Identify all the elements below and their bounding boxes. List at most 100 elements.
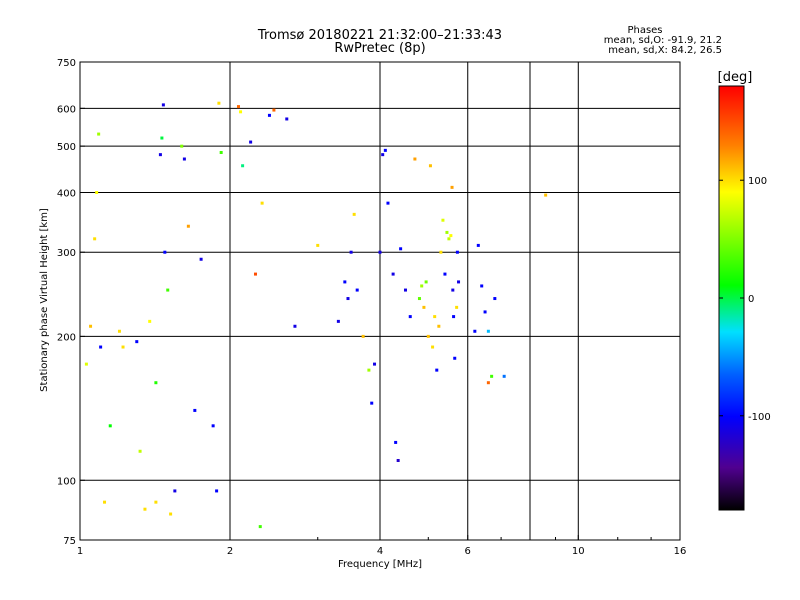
data-point bbox=[336, 319, 340, 323]
data-point bbox=[219, 150, 223, 154]
data-point bbox=[490, 374, 494, 378]
x-axis-label: Frequency [MHz] bbox=[338, 559, 422, 570]
data-point bbox=[452, 315, 456, 319]
data-point bbox=[89, 324, 93, 328]
data-point bbox=[260, 201, 264, 205]
colorbar-label: [deg] bbox=[718, 70, 753, 85]
data-point bbox=[160, 136, 164, 140]
y-tick-label: 100 bbox=[57, 476, 76, 487]
data-point bbox=[143, 507, 147, 511]
data-point bbox=[449, 234, 453, 238]
data-point bbox=[493, 297, 497, 301]
data-point bbox=[154, 381, 158, 385]
data-point bbox=[211, 424, 215, 428]
data-point bbox=[431, 345, 435, 349]
data-point bbox=[108, 424, 112, 428]
data-point bbox=[439, 250, 443, 254]
data-point bbox=[215, 489, 219, 493]
legend-title: Phases bbox=[627, 25, 662, 36]
x-tick-label: 1 bbox=[77, 546, 83, 557]
data-point bbox=[95, 190, 99, 194]
data-point bbox=[285, 117, 289, 121]
data-point bbox=[163, 250, 167, 254]
data-point bbox=[180, 144, 184, 148]
data-point bbox=[450, 185, 454, 189]
data-point bbox=[121, 345, 125, 349]
data-point bbox=[394, 440, 398, 444]
chart-title: Tromsø 20180221 21:32:00–21:33:43 bbox=[257, 28, 502, 43]
data-point bbox=[272, 108, 276, 112]
data-point bbox=[383, 148, 387, 152]
data-point bbox=[413, 157, 417, 161]
legend-line-o: mean, sd,O: -91.9, 21.2 bbox=[604, 35, 722, 46]
data-point bbox=[148, 319, 152, 323]
colorbar-tick-label: 0 bbox=[748, 294, 754, 305]
data-point bbox=[403, 288, 407, 292]
data-point bbox=[420, 284, 424, 288]
data-point bbox=[138, 449, 142, 453]
data-point bbox=[236, 105, 240, 109]
data-point bbox=[373, 362, 377, 366]
y-tick-label: 75 bbox=[63, 536, 76, 547]
x-tick-label: 2 bbox=[227, 546, 233, 557]
y-tick-label: 300 bbox=[57, 248, 76, 259]
y-tick-label: 750 bbox=[57, 58, 76, 69]
data-point bbox=[391, 272, 395, 276]
y-tick-label: 500 bbox=[57, 142, 76, 153]
data-point bbox=[166, 288, 170, 292]
data-point bbox=[386, 201, 390, 205]
data-point bbox=[267, 113, 271, 117]
data-point bbox=[422, 305, 426, 309]
data-point bbox=[370, 401, 374, 405]
data-point bbox=[367, 368, 371, 372]
y-tick-label: 600 bbox=[57, 104, 76, 115]
data-point bbox=[437, 324, 441, 328]
data-point bbox=[352, 212, 356, 216]
data-point bbox=[544, 193, 548, 197]
data-point bbox=[239, 110, 243, 114]
data-point bbox=[258, 525, 262, 529]
data-point bbox=[451, 288, 455, 292]
data-point bbox=[253, 272, 257, 276]
y-axis-label: Stationary phase Virtual Height [km] bbox=[39, 208, 50, 392]
data-point bbox=[349, 250, 353, 254]
data-point bbox=[361, 334, 365, 338]
data-point bbox=[241, 164, 245, 168]
data-point bbox=[193, 408, 197, 412]
data-point bbox=[486, 381, 490, 385]
y-tick-label: 200 bbox=[57, 332, 76, 343]
data-point bbox=[455, 305, 459, 309]
data-point bbox=[217, 101, 221, 105]
data-point bbox=[173, 489, 177, 493]
colorbar-tick-label: -100 bbox=[748, 412, 771, 423]
axis-ticks: 1 2 4 6 10 16 75 100 200 300 400 500 600 750 bbox=[57, 58, 686, 557]
data-point bbox=[249, 140, 253, 144]
legend-line-x: mean, sd,X: 84.2, 26.5 bbox=[608, 45, 722, 56]
data-point bbox=[443, 272, 447, 276]
data-point bbox=[346, 297, 350, 301]
data-point bbox=[381, 153, 385, 157]
data-point bbox=[426, 334, 430, 338]
data-point bbox=[417, 297, 421, 301]
data-point bbox=[428, 164, 432, 168]
chart-subtitle: RwPretec (8p) bbox=[334, 41, 425, 56]
data-point bbox=[199, 257, 203, 261]
data-point bbox=[182, 157, 186, 161]
data-point bbox=[476, 243, 480, 247]
data-point bbox=[169, 512, 173, 516]
x-tick-label: 16 bbox=[674, 546, 687, 557]
x-tick-label: 10 bbox=[572, 546, 585, 557]
data-point bbox=[408, 315, 412, 319]
data-point bbox=[399, 247, 403, 251]
data-point bbox=[316, 243, 320, 247]
data-point bbox=[453, 356, 457, 360]
colorbar-ticks: 100 0 -100 bbox=[719, 176, 771, 423]
data-points bbox=[84, 101, 548, 529]
data-point bbox=[97, 132, 101, 136]
y-tick-label: 400 bbox=[57, 188, 76, 199]
data-point bbox=[441, 218, 445, 222]
data-point bbox=[424, 280, 428, 284]
data-point bbox=[355, 288, 359, 292]
